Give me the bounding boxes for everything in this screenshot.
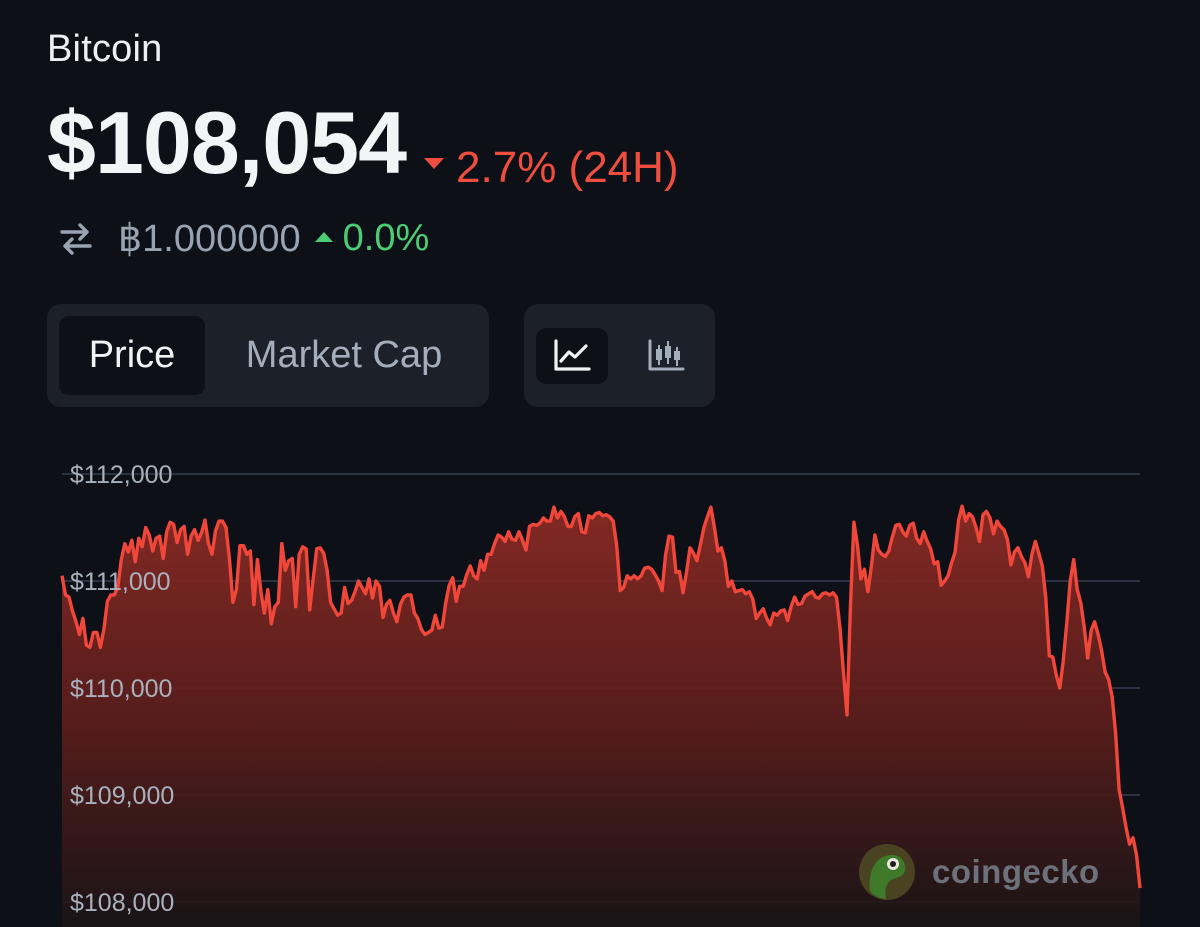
y-tick-label: $110,000 (70, 675, 172, 703)
price-change-24h: 2.7% (24H) (424, 143, 679, 193)
coingecko-watermark: coingecko (858, 843, 1100, 901)
metric-toggle: Price Market Cap (47, 304, 489, 407)
tab-price[interactable]: Price (59, 316, 205, 395)
y-tick-label: $112,000 (70, 461, 172, 489)
price-change-24h-value: 2.7% (24H) (456, 142, 679, 192)
down-triangle-icon (424, 158, 445, 169)
swap-arrows-icon[interactable] (58, 221, 94, 257)
btc-value: ฿1.000000 (118, 218, 301, 260)
line-chart-icon (554, 338, 591, 371)
candlestick-chart-icon (648, 339, 685, 370)
candlestick-chart-button[interactable] (630, 328, 702, 384)
y-tick-label: $111,000 (70, 568, 171, 596)
chart-type-toggle (524, 304, 715, 407)
price-line (60, 504, 1142, 889)
y-tick-label: $108,000 (70, 889, 174, 917)
price-row: $108,054 2.7% (24H) (47, 92, 679, 194)
y-tick-label: $109,000 (70, 782, 174, 810)
coin-name: Bitcoin (47, 28, 163, 70)
up-triangle-icon (314, 231, 333, 242)
btc-change: 0.0% (342, 217, 430, 259)
price-area-fill (62, 506, 1140, 927)
btc-conversion-row: ฿1.000000 0.0% (58, 216, 429, 261)
price-chart[interactable]: $112,000 $111,000 $110,000 $109,000 $108,000 (0, 440, 1200, 927)
line-chart-button[interactable] (536, 327, 608, 384)
current-price: $108,054 (47, 93, 407, 192)
watermark-text: coingecko (932, 853, 1100, 890)
tab-market-cap[interactable]: Market Cap (245, 334, 443, 376)
gecko-logo-icon (859, 844, 915, 900)
